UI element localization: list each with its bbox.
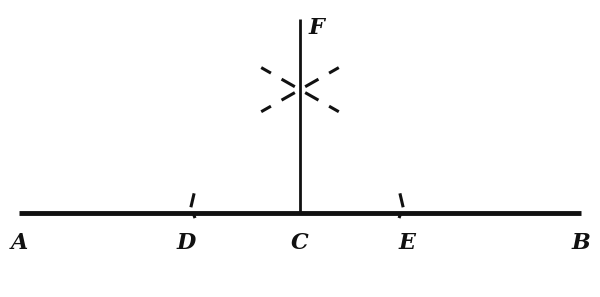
- Text: A: A: [11, 232, 28, 254]
- Text: C: C: [291, 232, 309, 254]
- Text: F: F: [309, 17, 325, 39]
- Text: B: B: [571, 232, 590, 254]
- Text: D: D: [177, 232, 196, 254]
- Text: E: E: [399, 232, 416, 254]
